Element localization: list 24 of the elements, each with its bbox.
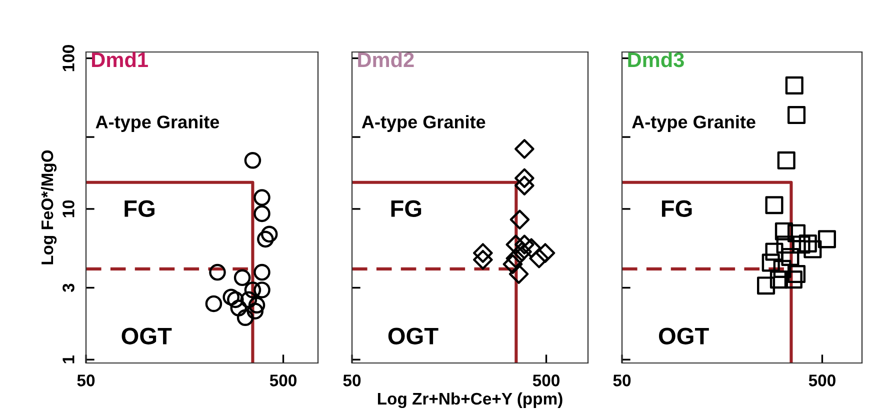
- annotation: OGT: [122, 328, 172, 344]
- annotation: OGT: [658, 328, 709, 344]
- x-tick-label: 500: [270, 374, 296, 386]
- y-tick-label: 10: [62, 200, 74, 218]
- annotation: A-type Granite: [362, 115, 486, 132]
- y-axis-title: Log FeO*/MgO: [40, 150, 57, 264]
- x-tick-label: 50: [613, 374, 631, 386]
- chart-title: Dmd3: [628, 52, 684, 68]
- x-tick-label: 50: [77, 374, 95, 386]
- y-tick-label: 1: [62, 355, 74, 364]
- y-tick-label: 100: [62, 45, 74, 72]
- x-tick-label: 50: [343, 374, 361, 386]
- annotation: FG: [124, 200, 154, 217]
- annotation: OGT: [388, 328, 438, 344]
- annotation: A-type Granite: [632, 115, 756, 132]
- x-axis-title: Log Zr+Nb+Ce+Y (ppm): [378, 392, 562, 408]
- chart-title: Dmd1: [92, 52, 148, 68]
- annotation: FG: [662, 200, 692, 217]
- x-tick-label: 500: [532, 374, 560, 386]
- y-tick-label: 3: [62, 284, 74, 292]
- x-tick-label: 500: [808, 374, 836, 386]
- annotation: FG: [391, 200, 422, 217]
- chart-title: Dmd2: [358, 52, 414, 68]
- annotation: A-type Granite: [96, 115, 220, 132]
